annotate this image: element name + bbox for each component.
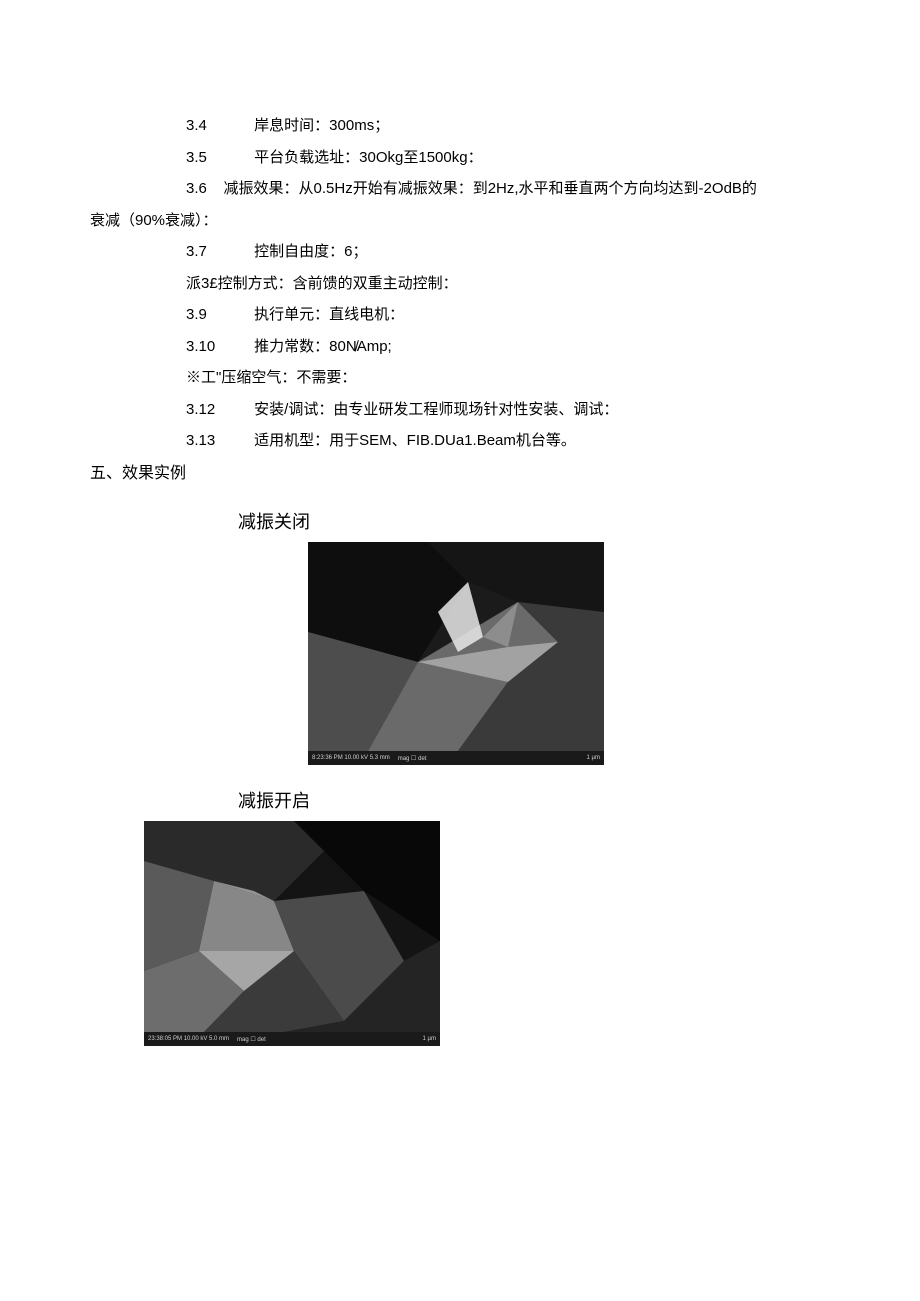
section-5-heading: 五、效果实例 — [90, 457, 830, 491]
spec-3.13: 3.13 适用机型：用于SEM、FIB.DUa1.Beam机台等。 — [90, 425, 830, 457]
sem-bar-right: 1 µm — [587, 755, 600, 761]
sem-bar-left: 8:23:36 PM 10.00 kV 5.3 mm — [312, 755, 390, 761]
spec-3.6: 3.6 减振效果：从0.5Hz开始有减振效果：到2Hz,水平和垂直两个方向均达到… — [90, 173, 830, 205]
spec-3.4: 3.4 岸息时间：300ms； — [90, 110, 830, 142]
spec-3.5: 3.5 平台负载选址：30Okg至1500kg： — [90, 142, 830, 174]
figure2-caption: 减振开启 — [238, 787, 830, 813]
spec-text: 控制自由度：6； — [254, 243, 367, 260]
spec-3.12: 3.12 安装/调试：由专业研发工程师现场针对性安装、调试： — [90, 394, 830, 426]
sem-info-bar: 8:23:36 PM 10.00 kV 5.3 mm mag ☐ det 1 µ… — [308, 751, 604, 765]
document-page: 3.4 岸息时间：300ms； 3.5 平台负载选址：30Okg至1500kg：… — [0, 0, 920, 1086]
figure1-caption: 减振关闭 — [238, 508, 830, 534]
spec-text: 安装/调试：由专业研发工程师现场针对性安装、调试： — [254, 401, 618, 418]
sem-bar-mid: mag ☐ det — [398, 755, 427, 762]
spec-text: 执行单元：直线电机： — [254, 306, 404, 323]
spec-number: 3.5 — [186, 142, 250, 174]
spec-number: 3.13 — [186, 425, 250, 457]
spec-3.9: 3.9 执行单元：直线电机： — [90, 299, 830, 331]
figure1-sem-off: 8:23:36 PM 10.00 kV 5.3 mm mag ☐ det 1 µ… — [308, 542, 604, 765]
spec-text: 推力常数：80N̸Amp; — [254, 338, 392, 355]
spec-text: 衰减（90%衰减）： — [90, 212, 218, 229]
sem-bar-mid: mag ☐ det — [237, 1036, 266, 1043]
spec-3.7: 3.7 控制自由度：6； — [90, 236, 830, 268]
sem-info-bar: 23:38:05 PM 10.00 kV 5.0 mm mag ☐ det 1 … — [144, 1032, 440, 1046]
spec-text: 派3£控制方式：含前馈的双重主动控制： — [186, 275, 458, 292]
sem-bar-right: 1 µm — [423, 1036, 436, 1042]
spec-number: 3.7 — [186, 236, 250, 268]
spec-number: 3.4 — [186, 110, 250, 142]
figure2-sem-on: 23:38:05 PM 10.00 kV 5.0 mm mag ☐ det 1 … — [144, 821, 440, 1046]
spec-number: 3.6 — [186, 180, 207, 197]
spec-text: 减振效果：从0.5Hz开始有减振效果：到2Hz,水平和垂直两个方向均达到-2Od… — [224, 180, 757, 197]
spec-3.11: ※工"压缩空气：不需要： — [90, 362, 830, 394]
spec-number: 3.9 — [186, 299, 250, 331]
spec-number: 3.10 — [186, 331, 250, 363]
spec-text: ※工"压缩空气：不需要： — [186, 369, 356, 386]
spec-3.10: 3.10 推力常数：80N̸Amp; — [90, 331, 830, 363]
spec-text: 岸息时间：300ms； — [254, 117, 389, 134]
spec-3.8: 派3£控制方式：含前馈的双重主动控制： — [90, 268, 830, 300]
sem-bar-left: 23:38:05 PM 10.00 kV 5.0 mm — [148, 1036, 229, 1042]
sem-placeholder-icon — [144, 821, 440, 1046]
spec-text: 平台负载选址：30Okg至1500kg： — [254, 149, 482, 166]
spec-number: 3.12 — [186, 394, 250, 426]
spec-text: 适用机型：用于SEM、FIB.DUa1.Beam机台等。 — [254, 432, 576, 449]
spec-3.6-cont: 衰减（90%衰减）： — [90, 205, 830, 237]
sem-placeholder-icon — [308, 542, 604, 765]
